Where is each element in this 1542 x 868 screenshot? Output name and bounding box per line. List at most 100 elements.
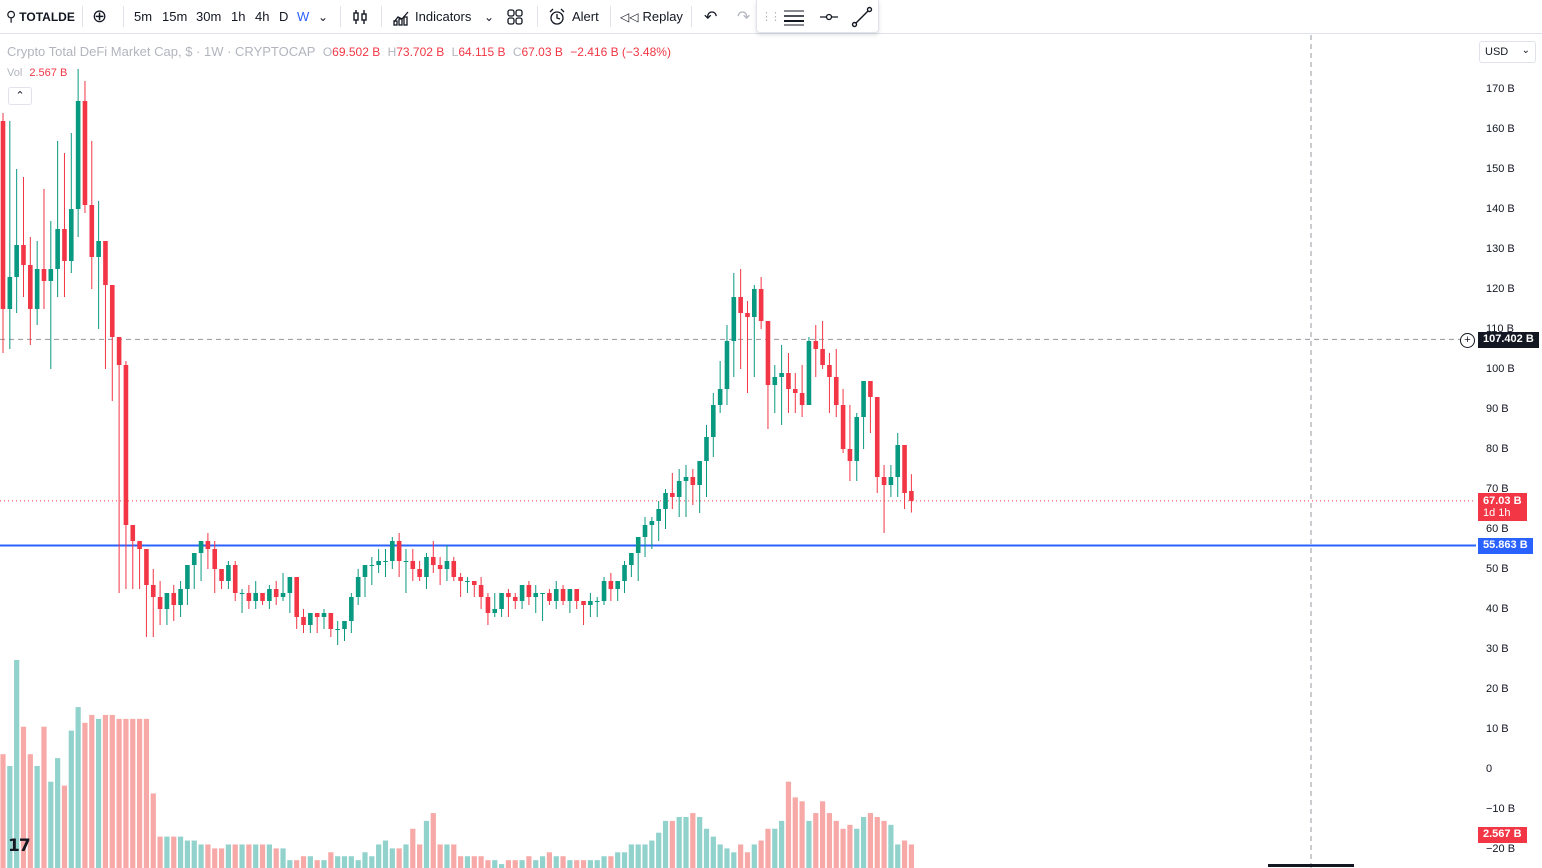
volume-bar <box>328 852 334 868</box>
horizontal-line-tag: 55.863 B <box>1478 538 1533 554</box>
time-scroll-handle[interactable] <box>1268 864 1354 867</box>
candle-body <box>833 377 839 405</box>
interval-label: 15m <box>162 9 188 24</box>
symbol-name: TOTALDE <box>19 9 75 24</box>
volume-bar <box>273 848 279 868</box>
tradingview-logo[interactable]: 17 <box>8 836 31 856</box>
volume-bar <box>116 718 122 868</box>
volume-bar <box>594 860 600 868</box>
add-plus-icon[interactable]: + <box>1460 333 1475 348</box>
indicators-button[interactable]: Indicators <box>392 0 471 33</box>
volume-bar <box>867 813 874 868</box>
volume-bar <box>68 730 74 868</box>
templates-icon <box>507 8 523 25</box>
candle-body <box>444 561 450 569</box>
volume-bar <box>888 824 894 868</box>
candle-body <box>772 377 778 385</box>
candle-body <box>137 541 142 549</box>
collapse-legend-button[interactable]: ⌃ <box>8 87 32 105</box>
volume-bar <box>813 813 819 868</box>
interval-1h[interactable]: 1h <box>231 0 245 33</box>
volume-bar <box>628 844 634 868</box>
volume-bar <box>498 864 505 868</box>
interval-4h[interactable]: 4h <box>255 0 269 33</box>
volume-bar <box>7 765 13 868</box>
chart-canvas[interactable] <box>0 35 1542 868</box>
interval-d[interactable]: D <box>279 0 288 33</box>
drawing-toolbar: ⋮⋮ <box>756 0 879 33</box>
alert-button[interactable]: Alert <box>548 0 599 33</box>
volume-bar <box>860 816 867 868</box>
line-style-button[interactable] <box>819 0 839 33</box>
price-axis-label: −10 B <box>1486 803 1516 815</box>
volume-bar <box>758 840 764 868</box>
volume-bar <box>697 816 703 868</box>
drag-handle[interactable]: ⋮⋮ <box>761 0 781 33</box>
legend-title[interactable]: Crypto Total DeFi Market Cap, $ · 1W · C… <box>7 44 316 59</box>
candle-body <box>144 549 149 585</box>
volume-bar <box>717 844 723 868</box>
volume-bar <box>751 844 757 868</box>
volume-bar <box>89 714 95 868</box>
volume-bar <box>587 860 593 868</box>
price-axis-label: 70 B <box>1486 483 1509 495</box>
interval-30m[interactable]: 30m <box>196 0 221 33</box>
candle-body <box>89 205 95 257</box>
candle-body <box>608 581 614 589</box>
trendline-button[interactable] <box>851 0 873 33</box>
candle-body <box>430 557 436 565</box>
volume-bar <box>724 848 730 868</box>
interval-15m[interactable]: 15m <box>162 0 187 33</box>
candle-body <box>690 477 696 485</box>
candle-body <box>14 245 19 277</box>
candle-body <box>437 565 443 569</box>
volume-bar <box>662 820 669 868</box>
candle-body <box>526 585 532 597</box>
volume-bar <box>792 797 798 868</box>
volume-bar <box>683 816 689 868</box>
legend-open-label: O <box>322 45 333 59</box>
volume-bar <box>806 820 812 868</box>
indicators-icon <box>393 11 409 26</box>
volume-bar <box>14 660 20 868</box>
volume-bar <box>553 856 559 868</box>
interval-w[interactable]: W <box>297 0 309 33</box>
candle-body <box>219 569 224 581</box>
redo-button[interactable]: ↷ <box>737 0 750 33</box>
chart-type-button[interactable] <box>351 0 369 33</box>
replay-button[interactable]: ◁◁ Replay <box>620 0 683 33</box>
volume-bar <box>826 813 833 868</box>
volume-bar <box>451 844 457 868</box>
candle-body <box>615 581 620 589</box>
interval-5m[interactable]: 5m <box>134 0 152 33</box>
volume-bar <box>765 828 771 868</box>
candle-body <box>656 509 661 521</box>
candle-body <box>588 601 593 605</box>
volume-bar <box>738 844 744 868</box>
candle-body <box>321 613 327 617</box>
volume-bar <box>225 844 231 868</box>
line-style-icon <box>820 13 838 20</box>
price-axis-label: 30 B <box>1486 643 1509 655</box>
line-width-button[interactable] <box>783 0 805 33</box>
symbol-search[interactable]: ⚲ TOTALDE <box>6 0 75 33</box>
indicators-dropdown[interactable]: ⌄ <box>484 0 494 33</box>
candle-body <box>711 405 716 437</box>
interval-dropdown[interactable]: ⌄ <box>318 0 328 33</box>
volume-bar <box>34 765 40 868</box>
volume-bar <box>608 856 614 868</box>
volume-bar <box>901 840 908 868</box>
templates-button[interactable] <box>506 0 524 33</box>
volume-bar <box>485 860 491 868</box>
candle-body <box>7 277 13 309</box>
volume-bar <box>55 758 61 868</box>
candle-body <box>75 101 81 209</box>
currency-select[interactable]: USD ⌄ <box>1479 41 1536 63</box>
undo-button[interactable]: ↶ <box>704 0 717 33</box>
volume-label[interactable]: Vol <box>7 67 23 79</box>
add-symbol-button[interactable]: ⊕ <box>92 0 107 33</box>
candle-body <box>410 561 416 569</box>
volume-bar <box>676 816 682 868</box>
candle-body <box>171 593 177 605</box>
interval-label: 4h <box>255 9 270 24</box>
